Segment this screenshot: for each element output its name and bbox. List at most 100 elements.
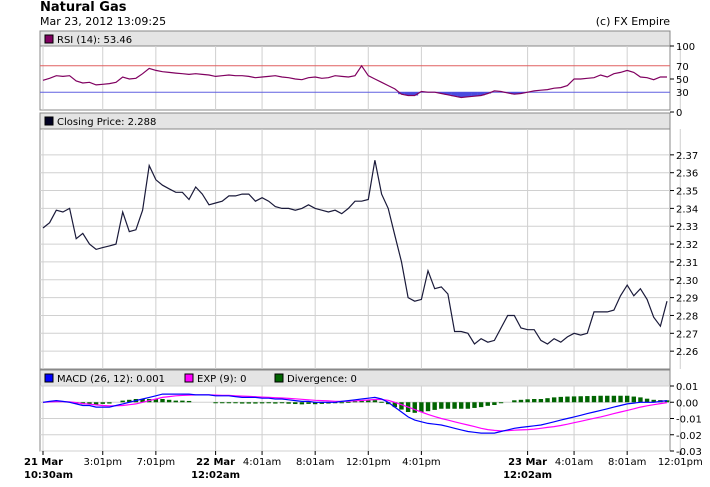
divergence-bar (359, 400, 364, 403)
rsi-tick-label: 0 (676, 108, 682, 119)
macd-tick-label: 0.01 (676, 382, 698, 393)
x-tick-label-date: 12:02am (503, 470, 552, 481)
divergence-bar (107, 402, 112, 404)
rsi-panel: RSI (14): 53.46 100 50 0 70 30 (39, 30, 695, 119)
divergence-bar (624, 395, 630, 403)
timestamp: Mar 23, 2012 13:09:25 (40, 15, 167, 28)
price-tick-label: 2.26 (676, 347, 698, 358)
rsi-oversold-fill (471, 92, 478, 97)
rsi-legend-swatch (44, 34, 54, 44)
divergence-bar (372, 400, 378, 403)
divergence-bar (239, 402, 245, 404)
rsi-oversold-fill (477, 92, 485, 96)
divergence-bar (306, 402, 311, 404)
macd-legend-1: EXP (9): 0 (197, 374, 246, 385)
price-header (39, 112, 671, 130)
divergence-bar (385, 402, 391, 405)
price-line (42, 160, 668, 345)
divergence-bar (631, 396, 637, 403)
divergence-bar (545, 398, 550, 403)
price-tick-label: 2.29 (676, 294, 698, 305)
x-tick-label: 4:01am (555, 457, 593, 468)
divergence-bar (153, 399, 159, 403)
divergence-bar (233, 402, 238, 404)
macd-legend-2: Divergence: 0 (287, 374, 357, 385)
x-tick-label: 8:01am (296, 457, 334, 468)
divergence-bar (425, 402, 431, 412)
rsi-oversold-fill (457, 92, 465, 98)
credit-label: (c) FX Empire (595, 15, 670, 28)
divergence-bar (186, 400, 192, 403)
price-tick-label: 2.32 (676, 240, 698, 251)
divergence-bar (266, 402, 271, 404)
x-tick-label: 7:01pm (137, 457, 176, 468)
divergence-bar (651, 399, 656, 403)
divergence-bar (551, 397, 557, 403)
x-tick-label: 12:01pm (658, 457, 703, 468)
rsi-line (42, 64, 667, 99)
divergence-bar (399, 402, 404, 410)
divergence-bar (279, 402, 285, 404)
rsi-tick-label: 50 (676, 75, 689, 86)
divergence-bar (173, 400, 178, 403)
divergence-bar (346, 401, 351, 403)
divergence-bar (180, 400, 185, 403)
divergence-bar (512, 400, 517, 403)
divergence-bar (246, 402, 251, 404)
x-tick-label: 4:01am (243, 457, 281, 468)
macd-panel: MACD (26, 12): 0.001 EXP (9): 0 Divergence… (39, 369, 702, 458)
price-tick-label: 2.33 (676, 222, 698, 233)
divergence-bar (419, 402, 424, 412)
divergence-bar (166, 399, 172, 403)
divergence-bar (472, 402, 477, 408)
price-tick-label: 2.36 (676, 169, 698, 180)
divergence-bar (352, 401, 358, 403)
divergence-bar (93, 402, 99, 405)
rsi-level-label: 70 (676, 62, 689, 73)
rsi-oversold-fill (404, 92, 412, 96)
price-tick-label: 2.28 (676, 311, 698, 322)
price-tick-label: 2.35 (676, 187, 698, 198)
divergence-bar (571, 396, 577, 403)
divergence-bar (532, 399, 537, 403)
price-tick-label: 2.34 (676, 204, 698, 215)
price-tick-label: 2.27 (676, 329, 698, 340)
divergence-bar (578, 396, 583, 403)
rsi-oversold-fill (444, 92, 452, 95)
divergence-bar (312, 402, 318, 405)
price-legend: Closing Price: 2.288 (57, 117, 156, 128)
divergence-bar (160, 399, 165, 403)
divergence-bar (140, 399, 145, 403)
divergence-bar (127, 399, 132, 403)
divergence-bar (87, 402, 92, 405)
divergence-bar (664, 400, 670, 403)
x-tick-label: 22 Mar (196, 457, 235, 468)
rsi-oversold-fill (517, 92, 525, 94)
rsi-oversold-fill (464, 92, 472, 97)
x-tick-label: 3:01pm (83, 457, 122, 468)
divergence-bar (213, 402, 218, 404)
divergence-bar (445, 402, 451, 409)
x-tick-label: 8:01am (608, 457, 646, 468)
divergence-bar (100, 402, 105, 404)
divergence-bar (485, 402, 490, 406)
x-tick-label: 21 Mar (24, 457, 63, 468)
rsi-oversold-fill (484, 92, 492, 94)
macd-legend-0: MACD (26, 12): 0.001 (57, 374, 165, 385)
divergence-bar (299, 402, 305, 405)
x-tick-label-date: 10:30am (24, 470, 73, 481)
divergence-bar (293, 402, 298, 405)
divergence-bar (498, 402, 504, 404)
macd-legend-swatch (44, 373, 54, 383)
macd-legend-swatch (274, 373, 284, 383)
divergence-bar (339, 402, 344, 404)
divergence-bar (439, 402, 444, 409)
divergence-bar (585, 396, 590, 403)
divergence-bar (478, 402, 484, 408)
divergence-bar (392, 402, 398, 408)
price-tick-label: 2.31 (676, 258, 698, 269)
divergence-bar (220, 402, 225, 404)
divergence-bar (598, 395, 603, 403)
